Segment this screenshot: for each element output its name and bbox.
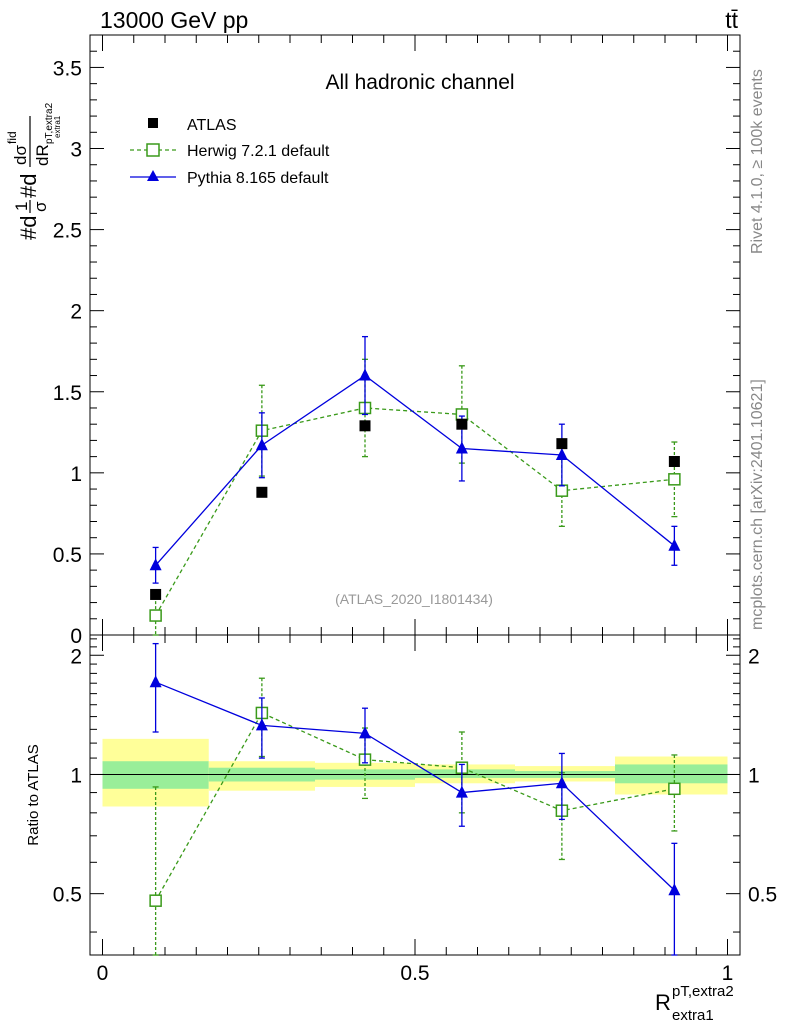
- energy-label: 13000 GeV pp: [100, 7, 248, 33]
- ylabel-hash1: #d: [16, 216, 41, 240]
- pythia-ratio-point: [149, 675, 162, 688]
- x-tick-label: 1: [722, 962, 734, 985]
- herwig-main-point: [149, 609, 162, 622]
- ylabel-dsigma: dσ: [11, 145, 30, 165]
- main-y-axis-label: #d 1 σ #d dσ fid dR pT,extra2 extra1: [5, 102, 62, 240]
- pythia-ratio-point: [359, 726, 371, 739]
- chart-title: All hadronic channel: [325, 71, 514, 94]
- main-ytick-label: 3: [70, 139, 82, 162]
- main-ytick-label: 0: [70, 625, 82, 648]
- ratio-band-green: [615, 764, 728, 784]
- x-axis-label: R pT,extra2 extra1: [655, 983, 734, 1024]
- pythia-main-point: [555, 448, 568, 460]
- legend-marker-pythia: [147, 170, 159, 181]
- herwig-ratio-line: [155, 712, 675, 902]
- main-ytick-label: 2: [70, 301, 82, 324]
- ratio-band-green: [102, 761, 209, 789]
- legend-label-atlas: ATLAS: [187, 117, 237, 134]
- ylabel-one: 1: [12, 202, 31, 211]
- process-label: tt̄: [725, 7, 738, 33]
- pythia-main-point: [149, 558, 162, 571]
- rivet-version-text: Rivet 4.1.0, ≥ 100k events: [749, 69, 766, 254]
- pythia-ratio-point: [555, 776, 568, 789]
- ratio-uncertainty-bands: [102, 738, 728, 807]
- ratio-data-layer: [149, 642, 681, 956]
- pythia-ratio-point: [255, 718, 268, 731]
- ratio-ytick-label-right: 2: [748, 645, 760, 668]
- main-x-axis: [102, 35, 728, 635]
- ratio-x-axis: 0 0.5 1: [97, 635, 734, 985]
- ratio-ytick-label-right: 1: [748, 764, 760, 787]
- ratio-y-axis-label: Ratio to ATLAS: [25, 744, 42, 845]
- pythia-ratio-point: [455, 785, 468, 798]
- ylabel-sigma: σ: [31, 201, 50, 212]
- ratio-ytick-label-left: 0.5: [53, 884, 82, 907]
- legend-label-herwig: Herwig 7.2.1 default: [187, 143, 330, 160]
- ylabel-subsub: extra1: [53, 115, 62, 138]
- xlabel-sup: pT,extra2: [672, 983, 734, 1000]
- atlas-main-point: [256, 486, 268, 498]
- pythia-main-point: [455, 441, 468, 454]
- x-tick-label: 0: [97, 962, 109, 985]
- main-ytick-label: 2.5: [53, 220, 82, 243]
- herwig-ratio-point: [668, 782, 681, 796]
- herwig-main-line: [155, 407, 675, 616]
- legend-marker-atlas: [148, 118, 158, 128]
- ylabel-hash2: #d: [16, 174, 41, 198]
- ylabel-dR: dR: [33, 144, 52, 166]
- xlabel-sub: extra1: [672, 1007, 714, 1024]
- legend-label-pythia: Pythia 8.165 default: [187, 170, 329, 187]
- mcplots-text: mcplots.cern.ch [arXiv:2401.10621]: [749, 379, 766, 630]
- pythia-main-line: [155, 374, 675, 566]
- legend: ATLAS Herwig 7.2.1 default Pythia 8.165 …: [130, 117, 330, 187]
- pythia-ratio-line: [155, 681, 675, 891]
- legend-marker-herwig: [146, 143, 160, 157]
- main-y-axis: 0 0.5 1 1.5 2 2.5 3 3.5: [53, 34, 740, 648]
- ratio-y-axis: 0.5 0.5 1 1 2 2: [53, 638, 777, 933]
- herwig-ratio-point: [149, 894, 162, 907]
- xlabel-main: R: [655, 990, 671, 1015]
- analysis-watermark: (ATLAS_2020_I1801434): [335, 591, 493, 607]
- x-tick-label: 0.5: [400, 962, 429, 985]
- ratio-ytick-label-left: 1: [70, 764, 82, 787]
- pythia-main-point: [668, 538, 681, 551]
- main-ytick-label: 1.5: [53, 382, 82, 405]
- ratio-ytick-label-left: 2: [70, 645, 82, 668]
- main-ytick-label: 3.5: [53, 57, 82, 80]
- atlas-main-point: [150, 588, 162, 600]
- ylabel-subscript: pT,extra2: [44, 102, 55, 144]
- herwig-main-point: [668, 473, 681, 486]
- ylabel-fid: fid: [5, 131, 19, 144]
- pythia-main-point: [359, 368, 371, 381]
- atlas-main-point: [456, 418, 468, 430]
- main-ytick-label: 0.5: [53, 544, 82, 567]
- main-ytick-label: 1: [70, 463, 82, 486]
- atlas-main-point: [668, 455, 680, 467]
- atlas-main-point: [359, 420, 371, 432]
- atlas-main-point: [556, 438, 568, 450]
- pythia-main-point: [255, 438, 268, 451]
- ratio-ytick-label-right: 0.5: [748, 884, 777, 907]
- main-data-layer: [149, 335, 681, 636]
- herwig-main-point: [555, 484, 569, 497]
- pythia-ratio-point: [668, 883, 681, 896]
